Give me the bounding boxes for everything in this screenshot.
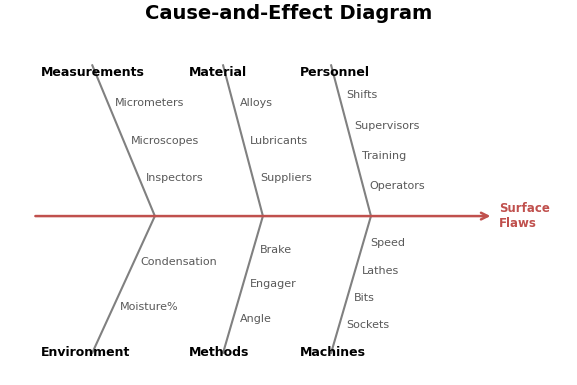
- Text: Microscopes: Microscopes: [130, 136, 198, 146]
- Text: Training: Training: [362, 151, 406, 161]
- Text: Sockets: Sockets: [346, 320, 389, 330]
- Text: Lathes: Lathes: [362, 266, 399, 276]
- Text: Engager: Engager: [250, 280, 297, 290]
- Text: Methods: Methods: [189, 346, 249, 359]
- Text: Shifts: Shifts: [346, 90, 377, 100]
- Text: Alloys: Alloys: [240, 98, 273, 108]
- Text: Lubricants: Lubricants: [250, 136, 308, 146]
- Text: Bits: Bits: [354, 293, 375, 303]
- Text: Condensation: Condensation: [141, 257, 218, 267]
- Text: Material: Material: [189, 66, 247, 79]
- Text: Supervisors: Supervisors: [354, 121, 419, 131]
- Title: Cause-and-Effect Diagram: Cause-and-Effect Diagram: [145, 4, 432, 23]
- Text: Suppliers: Suppliers: [260, 173, 312, 183]
- Text: Angle: Angle: [240, 314, 272, 324]
- Text: Inspectors: Inspectors: [146, 173, 204, 183]
- Text: Brake: Brake: [260, 245, 292, 255]
- Text: Speed: Speed: [370, 238, 405, 248]
- Text: Personnel: Personnel: [300, 66, 370, 79]
- Text: Machines: Machines: [300, 346, 366, 359]
- Text: Operators: Operators: [370, 181, 425, 191]
- Text: Surface
Flaws: Surface Flaws: [499, 202, 550, 230]
- Text: Measurements: Measurements: [41, 66, 145, 79]
- Text: Moisture%: Moisture%: [120, 302, 179, 312]
- Text: Environment: Environment: [41, 346, 130, 359]
- Text: Micrometers: Micrometers: [115, 98, 184, 108]
